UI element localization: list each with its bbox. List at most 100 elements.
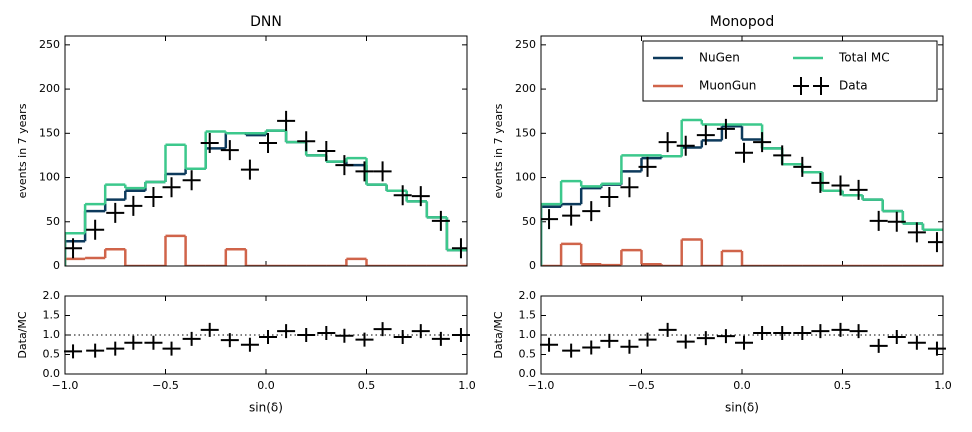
- ratio-point: [540, 337, 559, 352]
- data-point: [144, 187, 163, 207]
- x-tick-label: 0.5: [358, 379, 376, 392]
- panel-title: Monopod: [710, 14, 774, 30]
- legend-label: NuGen: [699, 51, 740, 65]
- ratio-point: [600, 333, 619, 348]
- ratio-point: [411, 324, 430, 339]
- ratio-point: [144, 335, 163, 350]
- x-tick-label: 0.0: [257, 379, 275, 392]
- ratio-point: [277, 324, 296, 339]
- data-point: [582, 201, 601, 222]
- x-tick-label: 0.0: [733, 379, 751, 392]
- ratio-point: [431, 331, 450, 346]
- data-point: [317, 141, 336, 161]
- legend-label: Total MC: [838, 51, 890, 65]
- data-point: [259, 133, 278, 154]
- data-point: [541, 209, 559, 230]
- data-point: [393, 185, 412, 206]
- ratio-point: [773, 326, 792, 341]
- ratio-y-tick-label: 0.5: [43, 348, 61, 361]
- panel-title: DNN: [250, 14, 282, 30]
- legend-box: [642, 40, 938, 102]
- data-point: [735, 142, 754, 163]
- ratio-point: [124, 335, 143, 350]
- data-point: [431, 210, 450, 231]
- data-point: [831, 175, 850, 196]
- ratio-point: [317, 326, 336, 341]
- data-point: [106, 202, 125, 223]
- ratio-point: [64, 344, 83, 359]
- x-tick-label: 1.0: [934, 379, 952, 392]
- data-point: [411, 186, 430, 207]
- x-tick-label: −0.5: [628, 379, 655, 392]
- y-tick-label: 250: [39, 38, 60, 51]
- data-point: [753, 132, 772, 153]
- ratio-point: [811, 324, 830, 339]
- ratio-point: [106, 341, 125, 356]
- ratio-point: [793, 326, 812, 341]
- y-tick-label: 100: [515, 171, 536, 184]
- data-point: [240, 159, 259, 180]
- plot-area: [65, 110, 467, 266]
- y-axis-label: events in 7 years: [16, 103, 29, 198]
- ratio-y-tick-label: 2.0: [519, 289, 537, 302]
- ratio-point: [753, 326, 772, 341]
- data-point: [220, 140, 239, 161]
- legend-swatch: [793, 77, 829, 95]
- y-tick-label: 150: [515, 126, 536, 139]
- ratio-point: [696, 331, 715, 346]
- ratio-point: [259, 329, 278, 344]
- data-point: [849, 179, 868, 200]
- ratio-point: [869, 338, 888, 353]
- data-point: [86, 219, 105, 240]
- ratio-point: [240, 337, 259, 352]
- ratio-point: [162, 341, 181, 356]
- axes-frame: [64, 35, 468, 267]
- ratio-axes-frame: [540, 295, 944, 375]
- data-point: [887, 211, 906, 232]
- ratio-point: [86, 343, 105, 358]
- x-tick-label: −1.0: [528, 379, 555, 392]
- data-point: [297, 131, 316, 152]
- y-tick-label: 250: [515, 38, 536, 51]
- ratio-y-tick-label: 1.0: [519, 328, 537, 341]
- ratio-point: [393, 329, 412, 344]
- ratio-point: [907, 335, 926, 350]
- data-point: [811, 172, 830, 193]
- x-tick-label: 1.0: [458, 379, 476, 392]
- ratio-point: [887, 329, 906, 344]
- x-axis-label: sin(δ): [725, 401, 759, 415]
- plot-area: [541, 118, 943, 266]
- data-point: [562, 205, 581, 226]
- ratio-point: [831, 322, 850, 337]
- data-point: [124, 195, 143, 216]
- ratio-point: [735, 335, 754, 350]
- data-point: [277, 110, 296, 131]
- data-point: [696, 125, 715, 146]
- data-point: [869, 210, 888, 231]
- ratio-point: [182, 331, 201, 346]
- data-point: [773, 145, 792, 166]
- ratio-y-tick-label: 0.0: [519, 367, 537, 380]
- x-tick-label: −1.0: [52, 379, 79, 392]
- ratio-point: [676, 334, 695, 349]
- data-point: [600, 187, 619, 207]
- data-point: [907, 222, 926, 243]
- ratio-point: [849, 324, 868, 339]
- ratio-y-tick-label: 2.0: [43, 289, 61, 302]
- ratio-y-tick-label: 0.5: [519, 348, 537, 361]
- data-point: [793, 156, 812, 177]
- y-tick-label: 100: [39, 171, 60, 184]
- data-point: [182, 170, 201, 191]
- y-tick-label: 50: [46, 215, 60, 228]
- ratio-point: [335, 328, 354, 343]
- y-tick-label: 200: [515, 82, 536, 95]
- ratio-y-tick-label: 1.0: [43, 328, 61, 341]
- ratio-point: [373, 322, 392, 337]
- data-point: [638, 156, 657, 177]
- ratio-point: [582, 340, 601, 355]
- data-point: [620, 177, 639, 198]
- y-tick-label: 0: [53, 259, 60, 272]
- x-axis-label: sin(δ): [249, 401, 283, 415]
- y-tick-label: 200: [39, 82, 60, 95]
